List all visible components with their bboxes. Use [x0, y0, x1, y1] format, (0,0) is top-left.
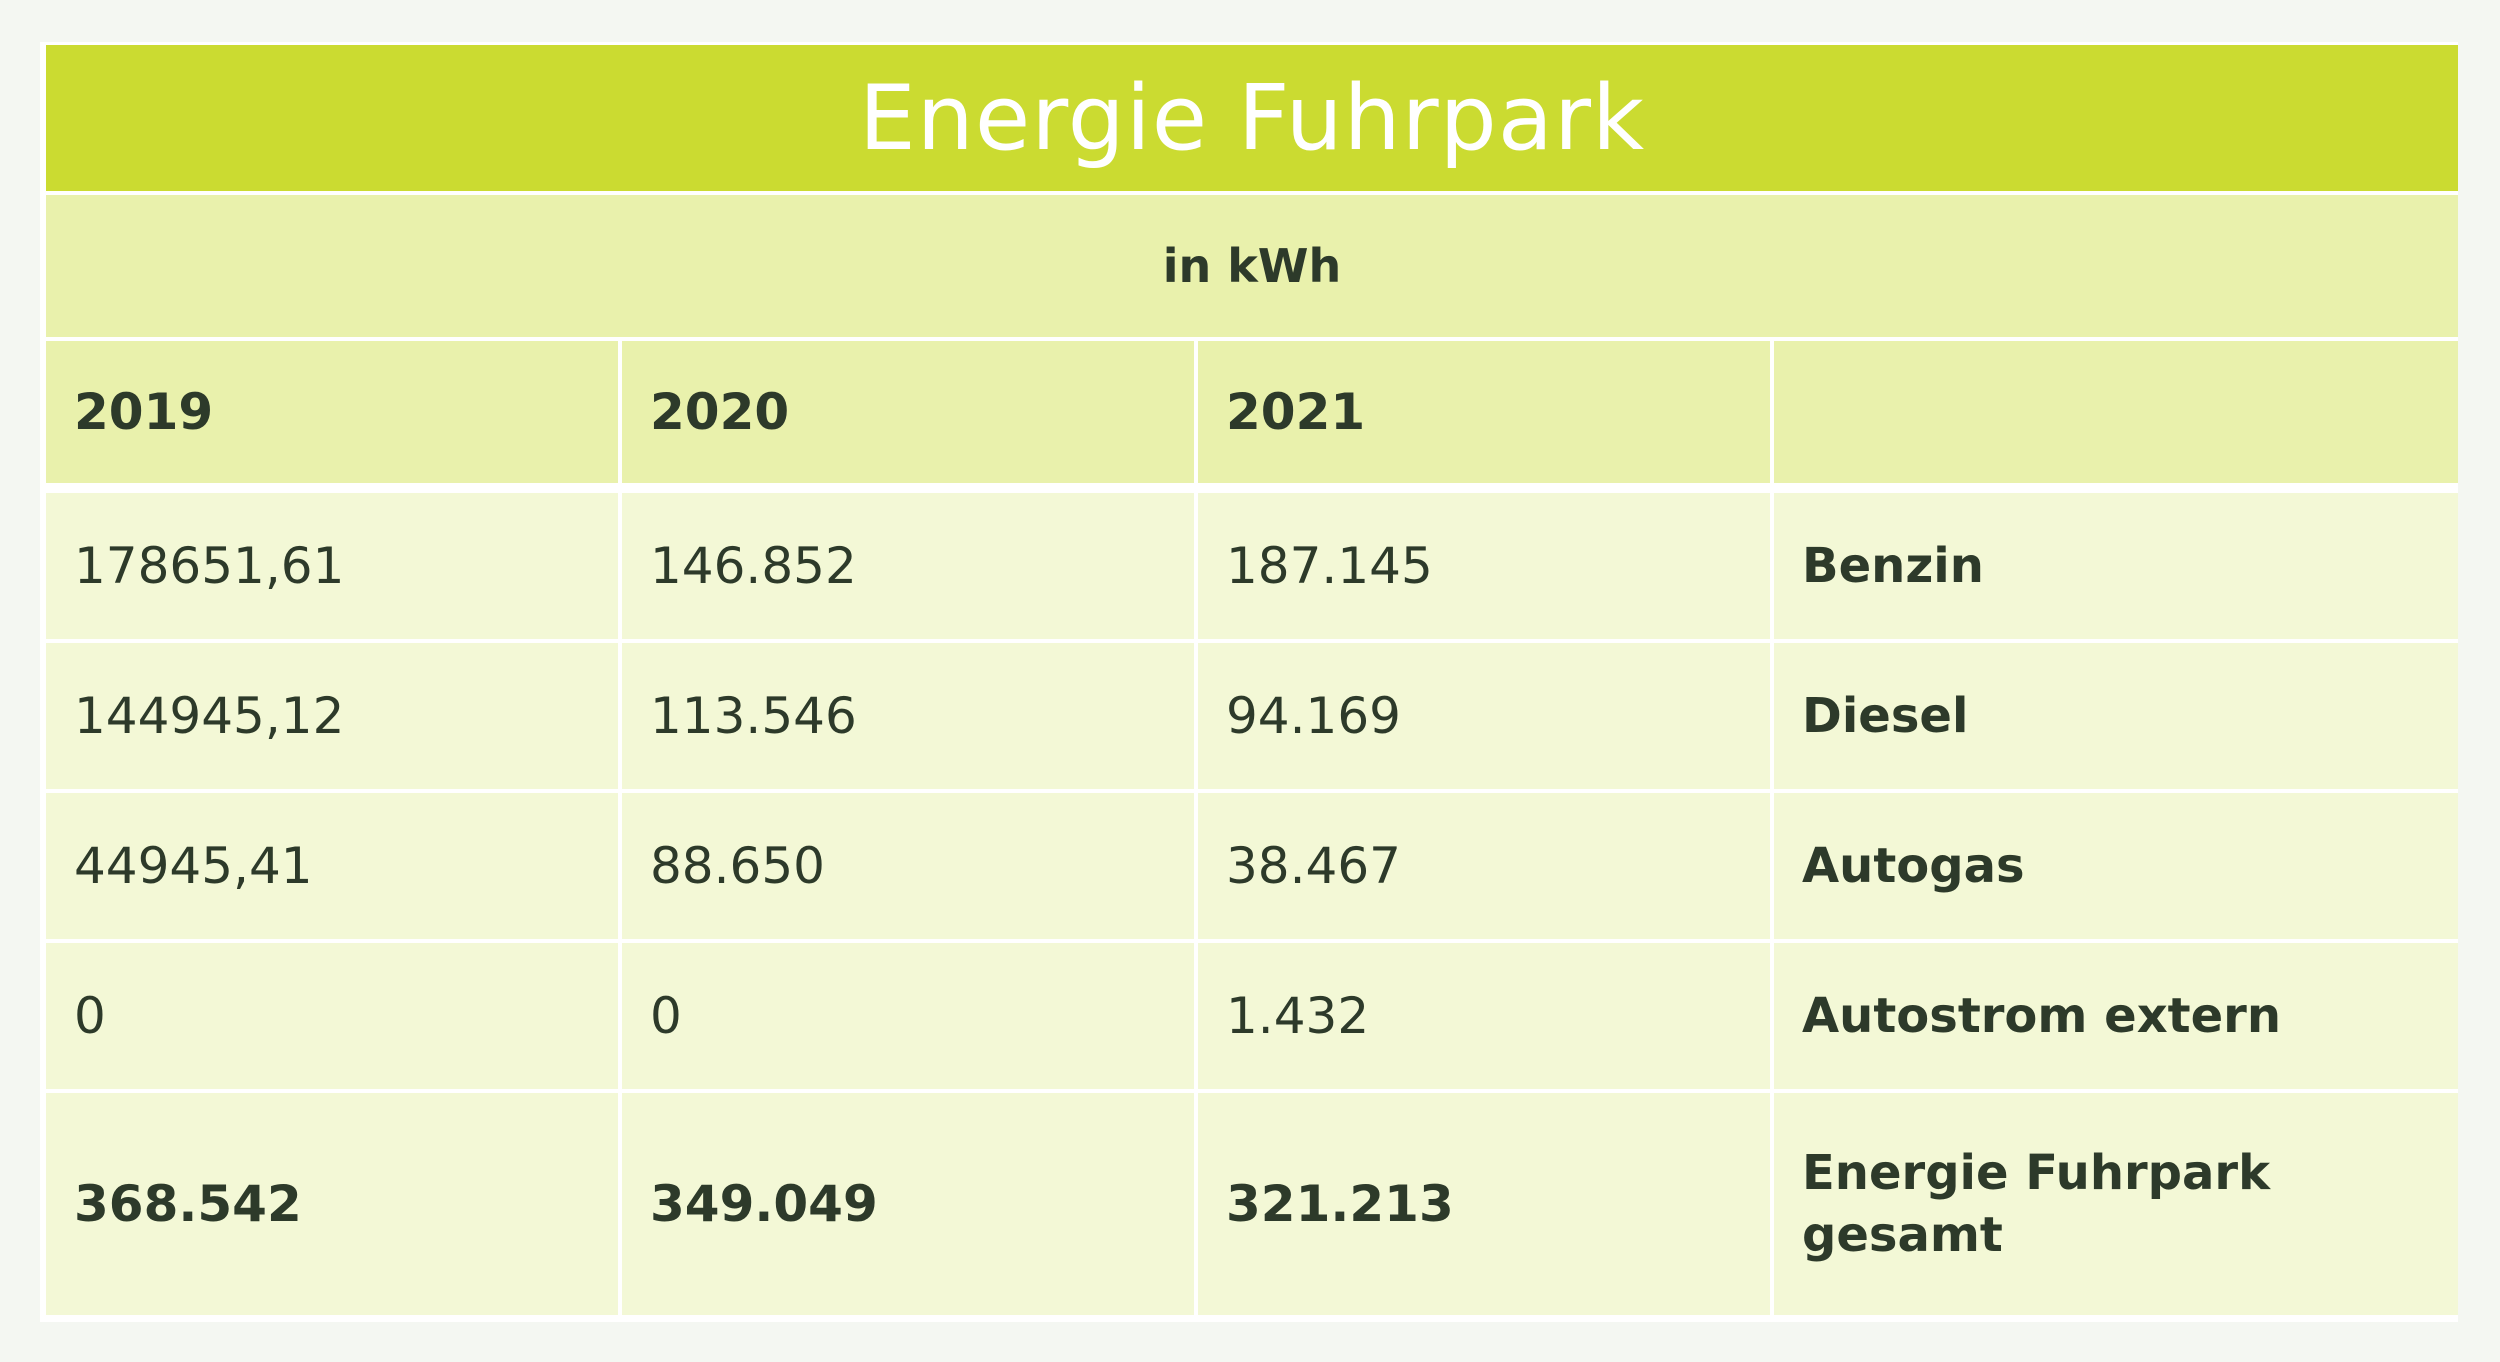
total-cell: 321.213	[1198, 1093, 1770, 1315]
table-cell: 44945,41	[46, 793, 618, 939]
total-label-line1: Energie Fuhrpark	[1802, 1145, 2271, 1201]
column-header-2021: 2021	[1198, 341, 1770, 483]
table-title: Energie Fuhrpark	[858, 65, 1646, 171]
row-label: Diesel	[1774, 643, 2458, 789]
row-label: Benzin	[1774, 493, 2458, 639]
total-label: Energie Fuhrpark gesamt	[1774, 1093, 2458, 1315]
total-label-line2: gesamt	[1802, 1207, 2003, 1263]
table-cell: 187.145	[1198, 493, 1770, 639]
table-cell: 94.169	[1198, 643, 1770, 789]
table-title-bar: Energie Fuhrpark	[46, 45, 2458, 191]
table-cell: 88.650	[622, 793, 1194, 939]
row-label: Autostrom extern	[1774, 943, 2458, 1089]
table-cell: 144945,12	[46, 643, 618, 789]
column-header-2020: 2020	[622, 341, 1194, 483]
table-cell: 0	[622, 943, 1194, 1089]
column-header-2019: 2019	[46, 341, 618, 483]
table-cell: 0	[46, 943, 618, 1089]
column-header-label	[1774, 341, 2458, 483]
table-cell: 38.467	[1198, 793, 1770, 939]
row-label: Autogas	[1774, 793, 2458, 939]
unit-label: in kWh	[1162, 239, 1342, 293]
table-cell: 1.432	[1198, 943, 1770, 1089]
table-cell: 146.852	[622, 493, 1194, 639]
table-cell: 113.546	[622, 643, 1194, 789]
unit-row: in kWh	[46, 195, 2458, 337]
total-cell: 368.542	[46, 1093, 618, 1315]
energy-table: Energie Fuhrpark in kWh 2019 2020 2021 1…	[40, 42, 2458, 1322]
table-cell: 178651,61	[46, 493, 618, 639]
total-cell: 349.049	[622, 1093, 1194, 1315]
